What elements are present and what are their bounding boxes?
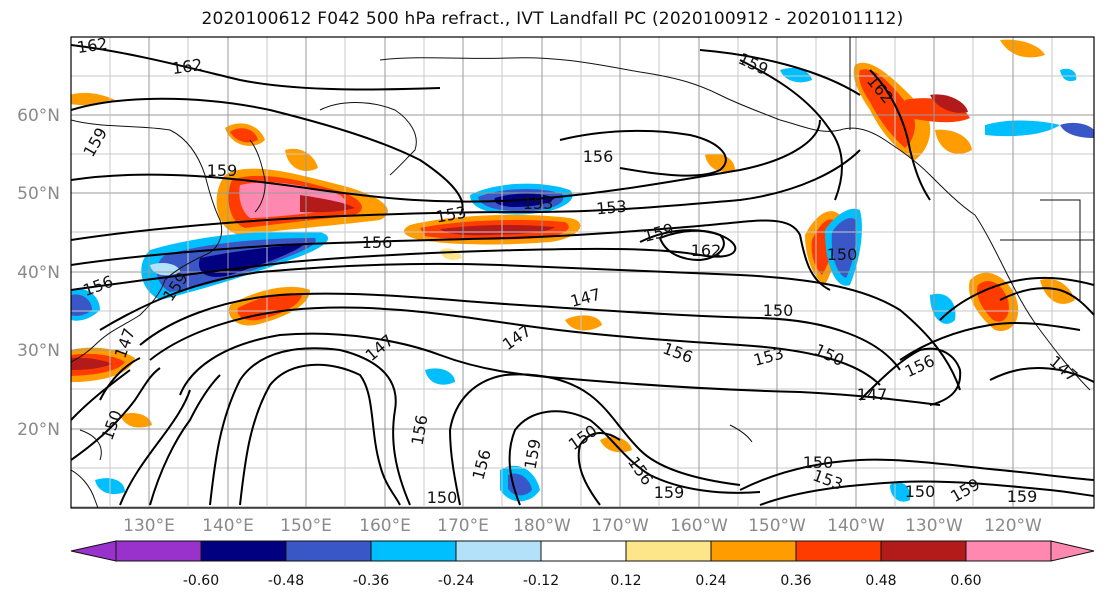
contour-label: 162	[691, 241, 722, 260]
lon-label: 160°E	[359, 516, 411, 536]
latitude-labels: 60°N 50°N 40°N 30°N 20°N	[17, 106, 60, 440]
lat-label: 50°N	[17, 184, 60, 204]
contour-label: 159	[641, 220, 675, 246]
contour-label: 150	[427, 488, 458, 507]
graticule	[71, 37, 1094, 508]
lat-label: 60°N	[17, 106, 60, 126]
contour-label: 159	[79, 124, 111, 160]
lon-label: 150°E	[280, 516, 332, 536]
contour-label: 147	[857, 385, 888, 404]
lon-label: 170°E	[437, 516, 489, 536]
lon-label: 150°W	[748, 516, 806, 536]
contour-label: 150	[803, 453, 834, 472]
contour-label: 150	[827, 245, 858, 264]
colorbar-label: -0.24	[438, 573, 474, 589]
contour-label: 147	[1046, 352, 1082, 386]
lon-label: 130°W	[905, 516, 963, 536]
colorbar-label: 0.60	[950, 573, 981, 589]
colorbar-label: 0.36	[780, 573, 811, 589]
lat-label: 20°N	[17, 420, 60, 440]
map-title: 2020100612 F042 500 hPa refract., IVT La…	[201, 9, 904, 29]
colorbar-label: -0.12	[523, 573, 559, 589]
contour-label: 159	[947, 474, 983, 506]
contour-label: 156	[660, 339, 695, 367]
longitude-labels: 130°E 140°E 150°E 160°E 170°E 180°W 170°…	[123, 516, 1042, 536]
lon-label: 180°W	[513, 516, 571, 536]
lat-label: 40°N	[17, 263, 60, 283]
lon-label: 140°W	[827, 516, 885, 536]
contour-label: 156	[583, 147, 614, 166]
colorbar-label: -0.36	[353, 573, 389, 589]
contour-label: 159	[1007, 487, 1038, 506]
colorbar	[70, 540, 1095, 562]
contour-label: 156	[408, 413, 432, 446]
colorbar-label: 0.12	[610, 573, 641, 589]
contour-label: 156	[362, 233, 393, 252]
colorbar-label: 0.24	[695, 573, 726, 589]
contour-label: 147	[568, 285, 602, 311]
lon-label: 120°W	[984, 516, 1042, 536]
contour-label: 159	[207, 161, 238, 180]
contour-label: 150	[811, 340, 847, 370]
lon-label: 170°W	[591, 516, 649, 536]
lon-label: 130°E	[123, 516, 175, 536]
contour-label: 153	[523, 194, 554, 213]
contour-label: 150	[905, 482, 936, 501]
map-frame	[70, 36, 1095, 509]
contour-label: 153	[595, 197, 627, 219]
contour-label: 147	[111, 326, 139, 361]
refractivity-contours	[71, 44, 1094, 506]
contour-label: 156	[469, 447, 495, 481]
colorbar-label: -0.48	[268, 573, 304, 589]
coastlines	[71, 37, 1094, 508]
contour-label: 162	[76, 34, 109, 57]
lon-label: 140°E	[202, 516, 254, 536]
lon-label: 160°W	[670, 516, 728, 536]
contour-label: 150	[763, 301, 794, 320]
colorbar-label: -0.60	[183, 573, 219, 589]
contour-label: 153	[751, 344, 785, 370]
colorbar-labels: -0.60 -0.48 -0.36 -0.24 -0.12 0.12 0.24 …	[183, 573, 982, 589]
colorbar-label: 0.48	[865, 573, 896, 589]
contour-label: 150	[565, 421, 601, 454]
lat-label: 30°N	[17, 341, 60, 361]
contour-label: 159	[654, 483, 685, 502]
contour-label: 159	[521, 437, 545, 470]
contour-label: 150	[98, 408, 126, 443]
contour-label: 162	[171, 55, 204, 78]
contour-labels: 162 162 159 159 159 156 153 153 153 159 …	[76, 34, 1082, 507]
